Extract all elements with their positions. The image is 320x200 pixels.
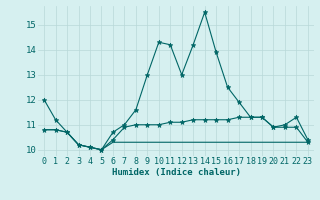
X-axis label: Humidex (Indice chaleur): Humidex (Indice chaleur) [111,168,241,177]
